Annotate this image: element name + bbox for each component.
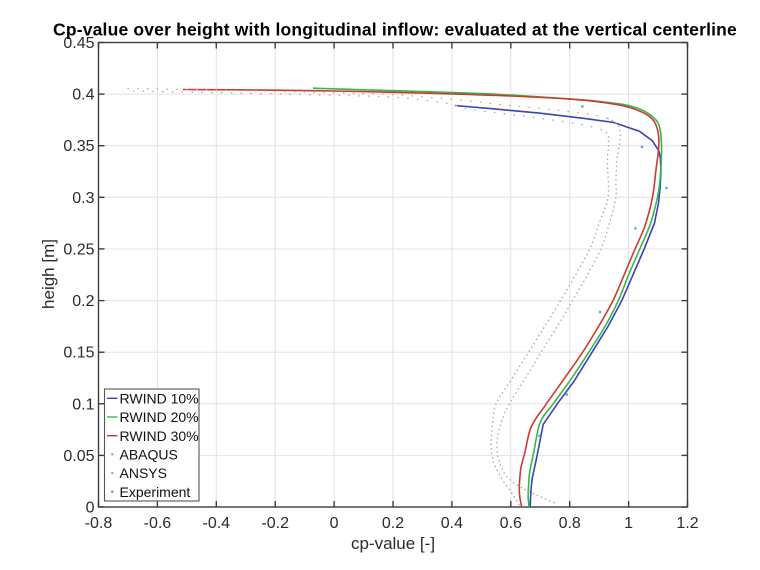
- svg-text:-0.6: -0.6: [144, 515, 172, 532]
- svg-text:0.3: 0.3: [72, 190, 94, 207]
- svg-text:0.2: 0.2: [72, 293, 94, 310]
- svg-text:0.8: 0.8: [559, 515, 581, 532]
- svg-text:0.15: 0.15: [63, 345, 94, 362]
- svg-text:0: 0: [330, 515, 339, 532]
- svg-text:0.6: 0.6: [500, 515, 522, 532]
- svg-text:1.2: 1.2: [676, 515, 698, 532]
- svg-text:RWIND 20%: RWIND 20%: [120, 409, 199, 425]
- svg-text:ANSYS: ANSYS: [120, 465, 167, 481]
- svg-text:-0.2: -0.2: [261, 515, 289, 532]
- svg-text:RWIND 30%: RWIND 30%: [120, 428, 199, 444]
- svg-text:0: 0: [86, 500, 95, 517]
- svg-text:cp-value [-]: cp-value [-]: [351, 534, 435, 553]
- svg-text:RWIND 10%: RWIND 10%: [120, 391, 199, 407]
- svg-text:0.2: 0.2: [382, 515, 404, 532]
- svg-text:0.05: 0.05: [63, 448, 94, 465]
- svg-text:Cp-value over height with long: Cp-value over height with longitudinal i…: [53, 20, 737, 40]
- svg-text:0.1: 0.1: [72, 396, 94, 413]
- svg-text:Experiment: Experiment: [120, 484, 191, 500]
- svg-text:ABAQUS: ABAQUS: [120, 447, 178, 463]
- svg-text:-0.4: -0.4: [203, 515, 231, 532]
- svg-text:0.4: 0.4: [72, 87, 94, 104]
- svg-text:0.45: 0.45: [63, 35, 94, 52]
- svg-text:1: 1: [624, 515, 633, 532]
- svg-text:0.35: 0.35: [63, 138, 94, 155]
- svg-text:0.25: 0.25: [63, 241, 94, 258]
- svg-text:heigh [m]: heigh [m]: [39, 239, 58, 309]
- svg-text:-0.8: -0.8: [85, 515, 113, 532]
- svg-text:0.4: 0.4: [441, 515, 463, 532]
